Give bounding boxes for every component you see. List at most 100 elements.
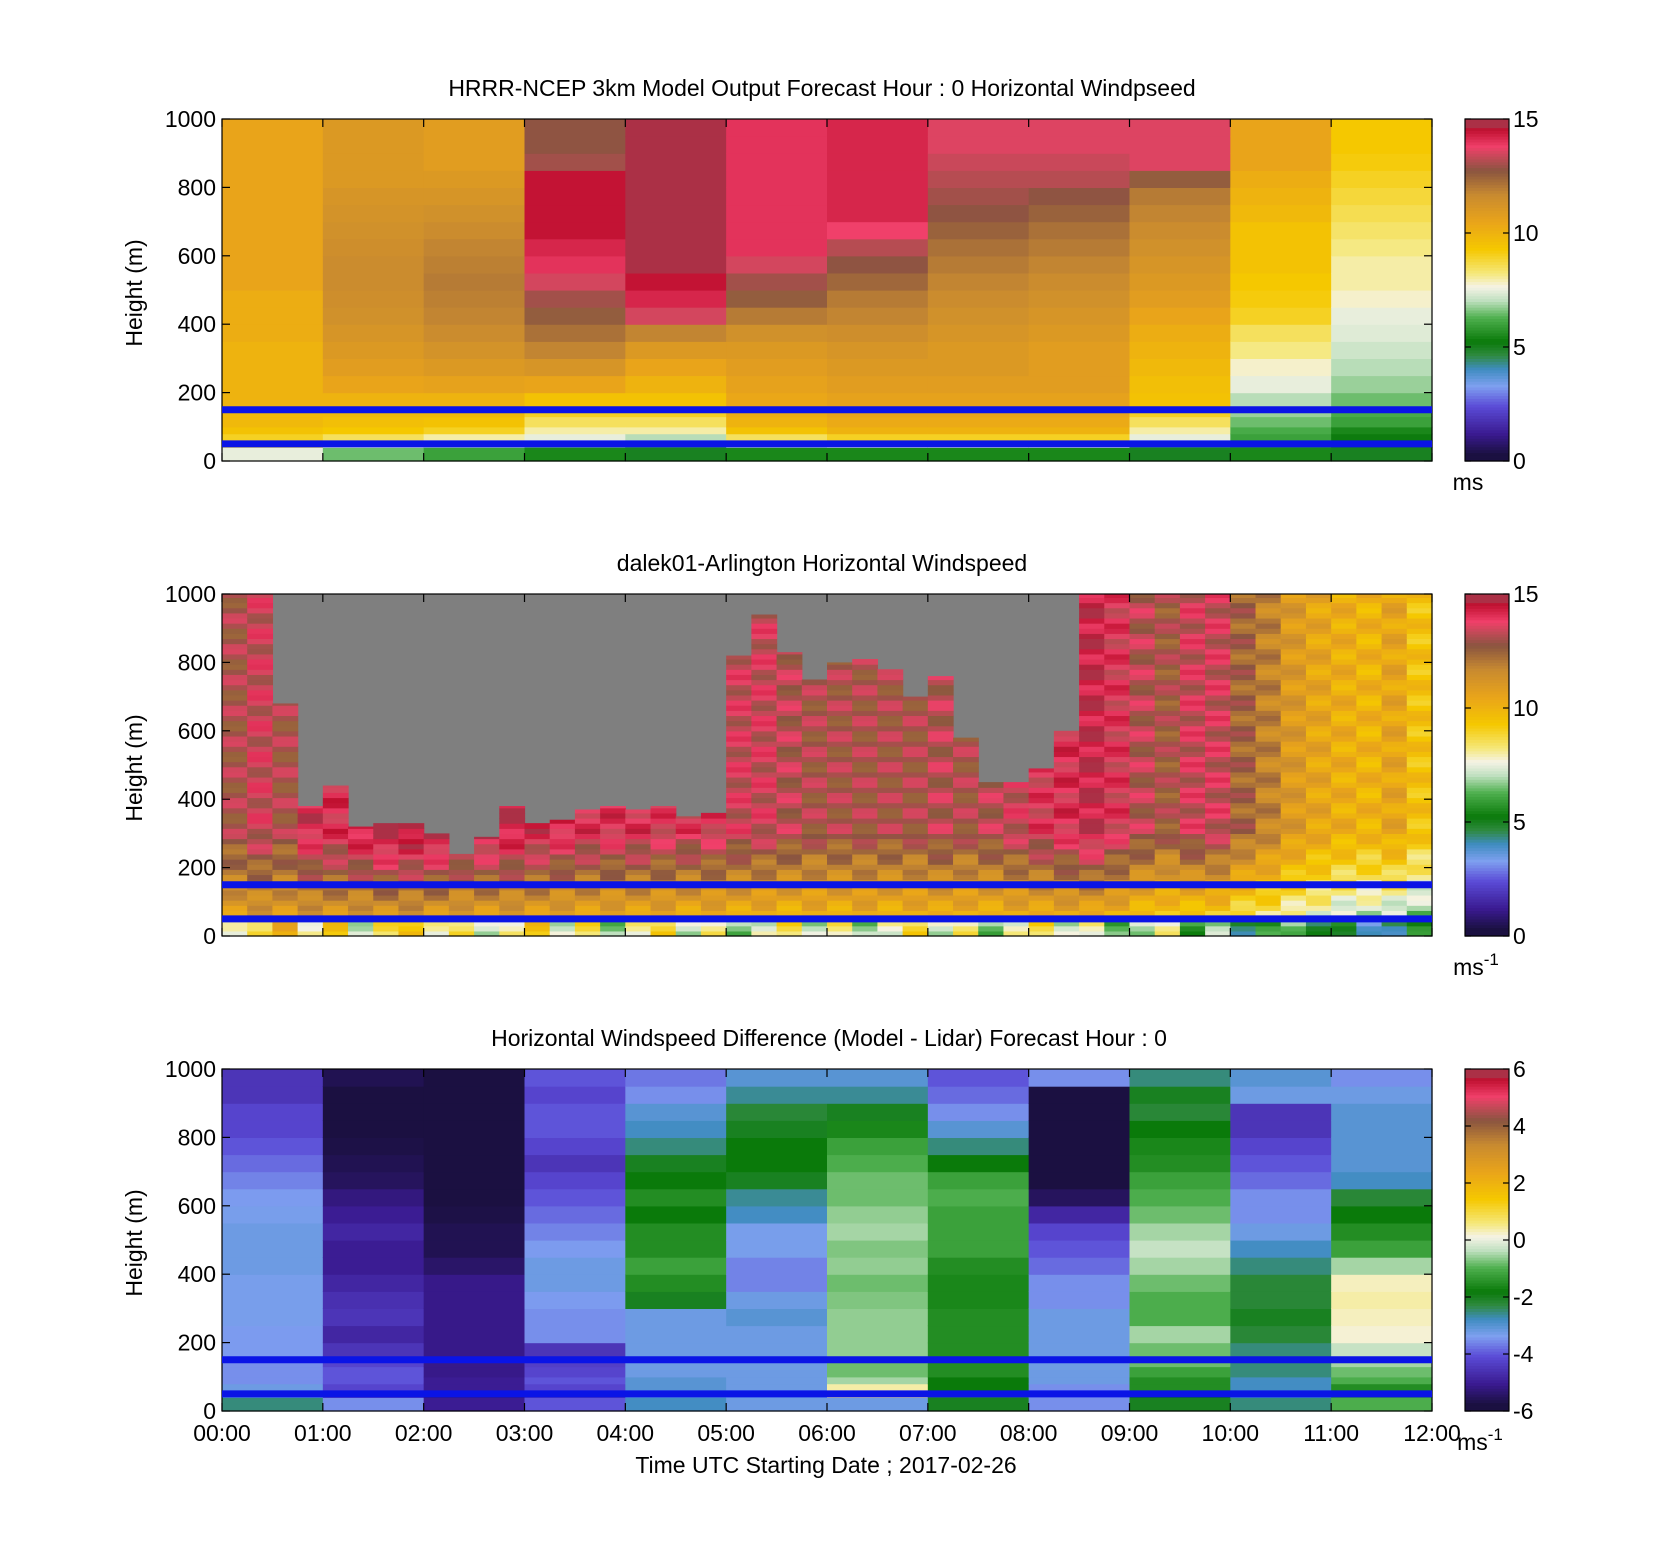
heatmap-cell [1129,674,1156,681]
heatmap-cell [574,809,601,814]
heatmap-cell [1331,643,1357,650]
heatmap-cell [902,705,929,711]
heatmap-cell [1028,255,1131,274]
heatmap-cell [1129,684,1156,691]
heatmap-cell [1154,689,1181,696]
heatmap-cell [776,652,803,655]
heatmap-cell [1003,869,1030,876]
heatmap-cell [322,900,349,906]
heatmap-cell [1331,674,1357,681]
heatmap-cell [398,930,425,937]
heatmap-cell [222,1222,324,1241]
heatmap-cell [1331,705,1357,711]
heatmap-cell [776,807,803,814]
heatmap-cell [1356,746,1383,752]
heatmap-cell [1129,771,1156,778]
heatmap-cell [827,910,853,917]
panel-lidar-heatmap [222,594,1433,937]
heatmap-cell [1179,889,1206,896]
heatmap-cell [776,874,803,881]
heatmap-cell [801,684,828,691]
heatmap-cell [423,859,450,865]
heatmap-cell [1154,715,1181,722]
heatmap-cell [726,655,752,660]
heatmap-cell [801,761,828,768]
heatmap-cell [423,900,450,906]
heatmap-cell [398,910,425,917]
heatmap-cell [1104,643,1131,650]
heatmap-cell [373,833,400,840]
heatmap-cell [247,597,274,604]
heatmap-cell [222,694,248,701]
heatmap-cell [1230,807,1257,814]
colorbar-swatch [1465,1242,1509,1247]
heatmap-cell [549,823,576,829]
heatmap-cell [272,848,299,855]
heatmap-cell [1179,848,1206,855]
heatmap-cell [1205,782,1231,788]
heatmap-cell [675,920,702,927]
heatmap-cell [322,859,349,865]
heatmap-cell [1255,628,1282,634]
heatmap-cell [1255,735,1282,742]
heatmap-cell [1331,1342,1433,1361]
heatmap-cell [776,792,803,799]
heatmap-cell [1255,705,1282,711]
heatmap-cell [1230,715,1257,722]
colorbar-swatch [1465,158,1509,163]
heatmap-cell [1406,674,1433,681]
colorbar-swatch [1465,813,1509,817]
heatmap-cell [1205,807,1231,814]
colorbar-swatch [1465,599,1509,604]
heatmap-cell [222,776,248,783]
heatmap-cell [877,761,904,768]
heatmap-cell [827,700,853,706]
heatmap-cell [1230,725,1257,732]
heatmap-cell [1356,843,1383,850]
heatmap-cell [1230,238,1332,257]
heatmap-cell [1179,669,1206,675]
heatmap-cell [1255,889,1282,896]
heatmap-cell [222,658,248,665]
heatmap-cell [1406,771,1433,778]
heatmap-cell [1053,766,1080,773]
heatmap-cell [801,874,828,881]
heatmap-cell [1280,905,1307,911]
colorbar-swatch [1465,378,1509,382]
heatmap-cell [1255,638,1282,645]
heatmap-cell [801,746,828,752]
heatmap-cell [423,894,450,901]
heatmap-cell [1230,700,1257,706]
heatmap-cell [524,823,551,829]
heatmap-cell [1053,792,1080,799]
heatmap-cell [1230,136,1332,154]
heatmap-cell [423,1291,526,1309]
heatmap-cell [272,741,299,747]
heatmap-cell [1230,705,1257,711]
heatmap-cell [927,1291,1030,1309]
heatmap-cell [625,920,652,927]
heatmap-cell [1129,700,1156,706]
panel-model: HRRR-NCEP 3km Model Output Forecast Hour… [121,75,1539,495]
heatmap-cell [1331,905,1357,911]
heatmap-cell [953,920,979,927]
colorbar-swatch [1465,1080,1509,1084]
heatmap-cell [1406,617,1433,624]
colorbar-swatch [1465,876,1509,880]
heatmap-cell [423,1376,526,1385]
heatmap-cell [1331,204,1433,223]
colorbar-swatch [1465,847,1509,852]
heatmap-cell [726,1188,828,1207]
heatmap-cell [1079,761,1105,768]
heatmap-cell [1079,715,1105,722]
heatmap-cell [751,833,778,840]
heatmap-cell [1255,848,1282,855]
heatmap-cell [222,612,248,619]
heatmap-cell [423,358,526,377]
heatmap-cell [1230,684,1257,691]
heatmap-cell [1230,720,1257,727]
heatmap-cell [700,889,727,896]
heatmap-cell [600,818,626,824]
heatmap-cell [751,653,778,660]
heatmap-cell [1381,594,1408,599]
